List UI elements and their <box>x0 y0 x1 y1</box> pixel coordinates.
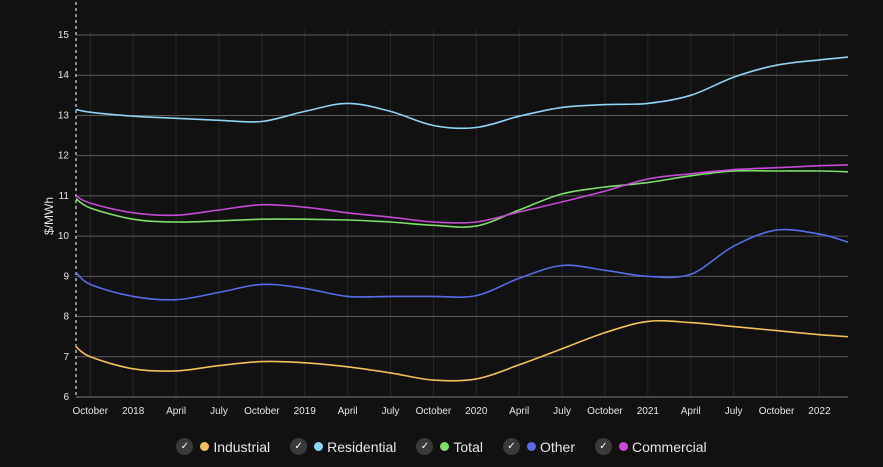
legend-item-other[interactable]: ✓ Other <box>502 438 575 455</box>
series-line-total <box>75 169 849 228</box>
legend-swatch-total <box>440 442 450 451</box>
x-tick-label: July <box>725 406 743 417</box>
legend-label-industrial: Industrial <box>213 438 271 455</box>
x-tick-label: April <box>681 406 701 417</box>
series-line-residential <box>75 56 849 130</box>
x-tick-label: 2020 <box>465 406 488 417</box>
checkmark-icon[interactable]: ✓ <box>502 438 520 455</box>
y-tick-label: 9 <box>63 271 69 282</box>
y-tick-label: 13 <box>58 110 70 121</box>
legend-label-residential: Residential <box>327 438 397 455</box>
x-tick-label: 2022 <box>808 406 831 417</box>
x-tick-label: July <box>382 406 400 417</box>
x-tick-label: 2019 <box>294 406 317 417</box>
y-tick-label: 14 <box>58 70 70 81</box>
legend-item-residential[interactable]: ✓ Residential <box>290 438 396 455</box>
checkmark-icon[interactable]: ✓ <box>176 438 194 455</box>
series-line-other <box>75 228 849 301</box>
checkmark-icon[interactable]: ✓ <box>594 438 612 455</box>
legend-swatch-residential <box>314 442 324 451</box>
series-line-industrial <box>75 319 849 382</box>
x-tick-label: April <box>338 406 358 417</box>
y-tick-label: 12 <box>58 151 70 162</box>
y-tick-label: 10 <box>58 231 70 242</box>
x-tick-label: July <box>210 406 228 417</box>
x-tick-label: October <box>244 406 280 417</box>
x-tick-label: October <box>73 406 109 417</box>
legend-item-industrial[interactable]: ✓ Industrial <box>176 438 270 455</box>
legend-label-other: Other <box>539 438 575 455</box>
x-tick-label: October <box>759 406 795 417</box>
y-tick-label: 8 <box>63 312 69 323</box>
y-tick-label: 6 <box>63 392 69 403</box>
x-tick-label: 2021 <box>637 406 660 417</box>
y-axis-label: $/MWh <box>42 197 56 235</box>
legend-label-commercial: Commercial <box>631 438 707 455</box>
x-tick-label: July <box>553 406 571 417</box>
legend: ✓ Industrial ✓ Residential ✓ Total ✓ Oth… <box>0 438 883 455</box>
x-tick-label: 2018 <box>122 406 145 417</box>
checkmark-icon[interactable]: ✓ <box>290 438 308 455</box>
legend-swatch-other <box>526 442 536 451</box>
y-tick-label: 11 <box>59 191 70 202</box>
legend-item-commercial[interactable]: ✓ Commercial <box>594 438 707 455</box>
x-tick-label: April <box>166 406 186 417</box>
legend-swatch-industrial <box>200 442 210 451</box>
x-tick-label: October <box>587 406 623 417</box>
legend-swatch-commercial <box>618 442 628 451</box>
legend-label-total: Total <box>453 438 483 455</box>
series-line-commercial <box>75 164 849 224</box>
x-tick-label: April <box>509 406 529 417</box>
y-tick-label: 15 <box>58 30 70 41</box>
x-tick-label: October <box>416 406 452 417</box>
checkmark-icon[interactable]: ✓ <box>416 438 434 455</box>
legend-item-total[interactable]: ✓ Total <box>416 438 483 455</box>
y-tick-label: 7 <box>63 352 69 363</box>
